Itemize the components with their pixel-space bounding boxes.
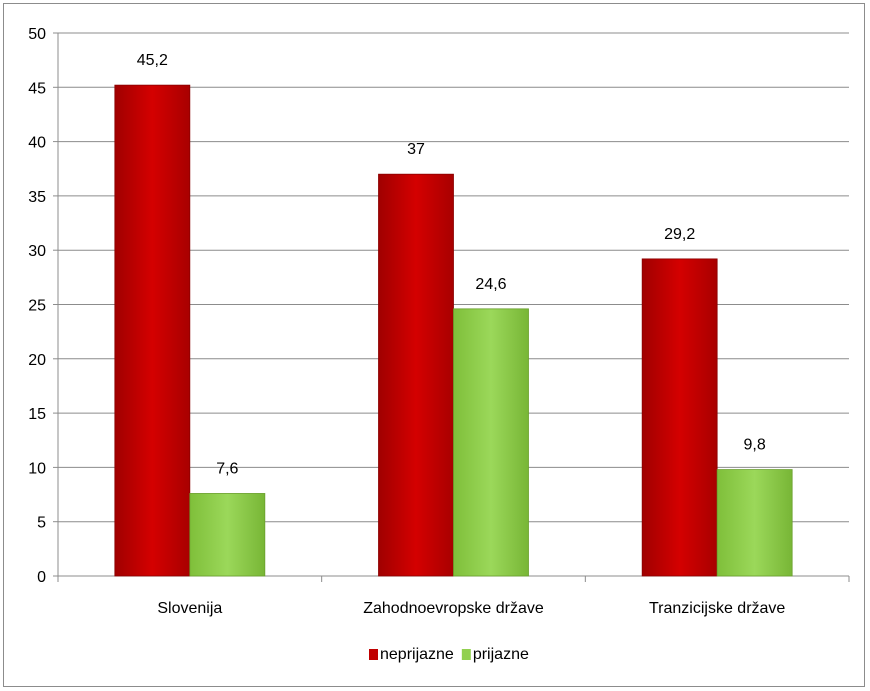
y-tick-label: 50 [28, 26, 46, 43]
data-label: 37 [407, 141, 425, 158]
legend-swatch-prijazne [461, 649, 471, 660]
data-label: 29,2 [664, 226, 695, 243]
bar-neprijazne [641, 258, 718, 577]
y-tick-label: 30 [28, 243, 46, 260]
y-tick-label: 20 [28, 352, 46, 369]
y-tick-label: 5 [37, 515, 46, 532]
y-tick-label: 35 [28, 189, 46, 206]
legend-swatch-neprijazne [369, 649, 378, 660]
data-label: 9,8 [744, 437, 766, 454]
data-labels: 45,2 7,6 37 24,6 29,2 9,8 [137, 52, 766, 477]
y-tick-label: 10 [28, 460, 46, 477]
data-label: 24,6 [475, 276, 506, 293]
bar-prijazne [716, 469, 793, 577]
x-tick-label: Zahodnoevropske države [363, 600, 544, 617]
bar-chart: 0 5 10 15 20 25 30 35 40 45 50 Slovenija Zahodnoevro… [28, 26, 850, 663]
bar-prijazne [453, 308, 529, 577]
y-tick-label: 40 [28, 135, 46, 152]
data-label: 45,2 [137, 52, 168, 69]
x-tick-label: Slovenija [157, 600, 222, 617]
legend-label-prijazne: prijazne [473, 646, 529, 663]
chart-frame: 0 5 10 15 20 25 30 35 40 45 50 Slovenija Zahodnoevro… [3, 3, 865, 687]
y-tick-label: 15 [28, 406, 46, 423]
bar-neprijazne [114, 84, 191, 577]
y-tick-label: 25 [28, 298, 46, 315]
data-label: 7,6 [216, 460, 238, 477]
legend: neprijazne prijazne [369, 646, 529, 663]
y-tick-label: 45 [28, 80, 46, 97]
y-tick-label: 0 [37, 569, 46, 586]
legend-label-neprijazne: neprijazne [380, 646, 454, 663]
bar-neprijazne [378, 173, 454, 577]
bars [114, 84, 793, 577]
bar-prijazne [189, 493, 266, 577]
x-tick-label: Tranzicijske države [649, 600, 785, 617]
